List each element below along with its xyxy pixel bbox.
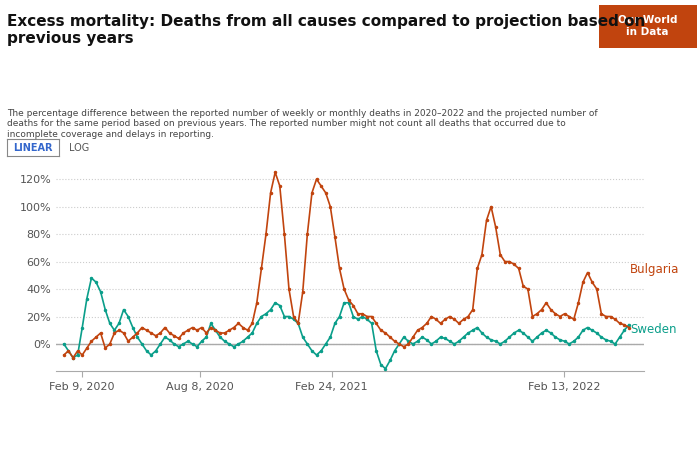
Text: LOG: LOG	[69, 143, 89, 153]
Text: Bulgaria: Bulgaria	[630, 263, 680, 275]
Text: Excess mortality: Deaths from all causes compared to projection based on
previou: Excess mortality: Deaths from all causes…	[7, 14, 645, 46]
Text: The percentage difference between the reported number of weekly or monthly death: The percentage difference between the re…	[7, 109, 598, 139]
Text: Our World
in Data: Our World in Data	[617, 15, 678, 37]
Text: Sweden: Sweden	[630, 323, 677, 336]
Text: LINEAR: LINEAR	[13, 143, 53, 153]
